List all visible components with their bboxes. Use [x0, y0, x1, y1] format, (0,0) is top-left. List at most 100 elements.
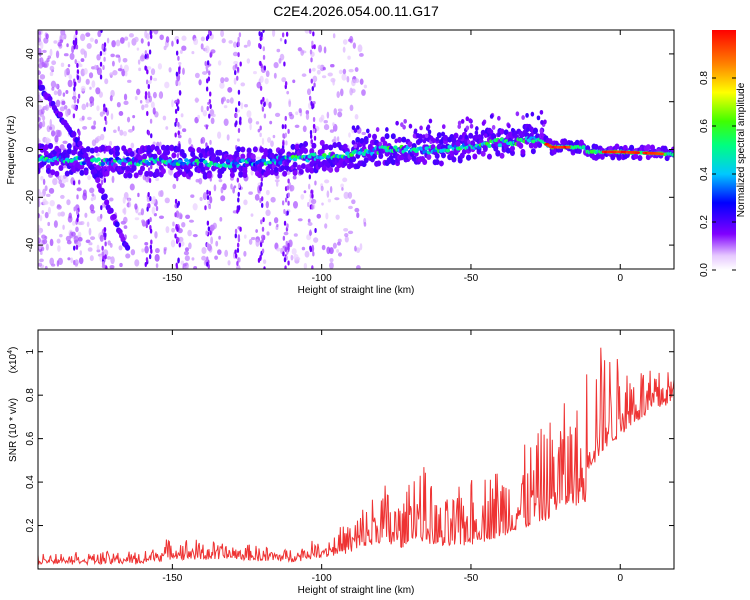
heatmap-cell — [72, 180, 76, 186]
heatmap-cell — [282, 141, 285, 147]
heatmap-cell — [201, 246, 207, 254]
heatmap-cell — [38, 199, 41, 208]
heatmap-cell — [71, 231, 76, 237]
heatmap-cell — [41, 234, 46, 239]
heatmap-cell — [213, 184, 217, 192]
spectrogram-y-axis-label: Frequency (Hz) — [6, 116, 17, 185]
heatmap-cell — [144, 103, 149, 108]
heatmap-cell — [451, 156, 457, 163]
heatmap-cell — [104, 120, 108, 126]
heatmap-cell — [64, 170, 70, 177]
heatmap-cell — [593, 144, 599, 151]
heatmap-cell — [89, 255, 94, 262]
heatmap-cell — [99, 74, 103, 80]
heatmap-cell — [249, 123, 252, 131]
heatmap-cell — [45, 33, 49, 40]
heatmap-cell — [282, 133, 285, 139]
heatmap-cell — [441, 124, 446, 130]
heatmap-cell — [113, 129, 117, 134]
heatmap-cell — [357, 44, 363, 53]
heatmap-cell — [126, 116, 131, 123]
heatmap-cell — [95, 177, 101, 184]
heatmap-cell — [263, 101, 266, 107]
heatmap-cell — [248, 238, 253, 245]
heatmap-cell — [635, 151, 641, 155]
heatmap-cell — [38, 224, 41, 230]
heatmap-cell — [265, 98, 269, 106]
heatmap-cell — [181, 152, 187, 159]
heatmap-cell — [140, 38, 144, 44]
heatmap-cell — [152, 91, 157, 99]
heatmap-cell — [191, 257, 195, 261]
heatmap-cell — [80, 48, 86, 55]
heatmap-cell — [292, 200, 299, 209]
heatmap-cell — [47, 206, 51, 215]
heatmap-cell — [79, 220, 85, 226]
heatmap-cell — [104, 199, 110, 206]
heatmap-cell — [220, 195, 226, 202]
heatmap-cell — [182, 67, 185, 75]
heatmap-cell — [94, 146, 100, 153]
heatmap-cell — [208, 30, 211, 36]
heatmap-cell — [60, 30, 66, 36]
heatmap-cell — [349, 87, 353, 96]
heatmap-cell — [74, 259, 79, 266]
heatmap-cell — [198, 177, 203, 185]
heatmap-cell — [171, 99, 174, 108]
heatmap-cell — [282, 235, 286, 241]
heatmap-cell — [212, 222, 217, 230]
heatmap-cell — [201, 255, 207, 261]
heatmap-cell — [194, 72, 200, 79]
heatmap-cell — [151, 206, 156, 215]
heatmap-cell — [118, 55, 121, 63]
heatmap-cell — [250, 236, 256, 241]
heatmap-cell — [633, 153, 639, 160]
heatmap-cell — [292, 79, 296, 84]
heatmap-cell — [150, 133, 153, 139]
heatmap-cell — [327, 72, 333, 77]
heatmap-cell — [99, 111, 104, 117]
heatmap-cell — [71, 45, 75, 54]
heatmap-cell — [108, 197, 114, 202]
heatmap-cell — [288, 100, 292, 108]
heatmap-cell — [361, 89, 366, 96]
heatmap-cell — [38, 31, 42, 35]
heatmap-cell — [90, 125, 96, 130]
heatmap-cell — [134, 217, 140, 221]
heatmap-cell — [284, 132, 287, 138]
heatmap-cell — [422, 134, 426, 139]
heatmap-cell — [334, 197, 340, 201]
heatmap-cell — [171, 40, 174, 47]
heatmap-cell — [428, 118, 433, 124]
heatmap-cell — [395, 120, 399, 126]
heatmap-cell — [489, 114, 494, 119]
heatmap-cell — [285, 140, 288, 146]
heatmap-cell — [177, 55, 180, 61]
heatmap-cell — [175, 50, 179, 56]
heatmap-cell — [324, 223, 328, 229]
heatmap-cell — [147, 130, 151, 136]
heatmap-cell — [41, 210, 45, 214]
heatmap-cell — [177, 258, 180, 264]
heatmap-cell — [236, 66, 240, 72]
heatmap-cell — [119, 129, 124, 136]
heatmap-cell — [318, 44, 323, 53]
heatmap-cell — [59, 233, 63, 238]
heatmap-cell — [184, 158, 189, 163]
heatmap-cell — [103, 177, 107, 183]
heatmap-cell — [426, 154, 432, 161]
heatmap-cell — [102, 249, 109, 257]
heatmap-cell — [137, 192, 140, 198]
heatmap-cell — [46, 138, 51, 144]
heatmap-cell — [329, 247, 334, 255]
heatmap-cell — [329, 186, 333, 194]
heatmap-cell — [72, 113, 76, 119]
heatmap-cell — [218, 179, 223, 183]
heatmap-cell — [499, 152, 505, 159]
heatmap-cell — [256, 156, 261, 160]
heatmap-cell — [262, 46, 266, 52]
heatmap-cell — [38, 70, 41, 76]
x-tick-label: -150 — [162, 273, 182, 284]
heatmap-cell — [171, 152, 177, 159]
heatmap-cell — [465, 125, 470, 131]
